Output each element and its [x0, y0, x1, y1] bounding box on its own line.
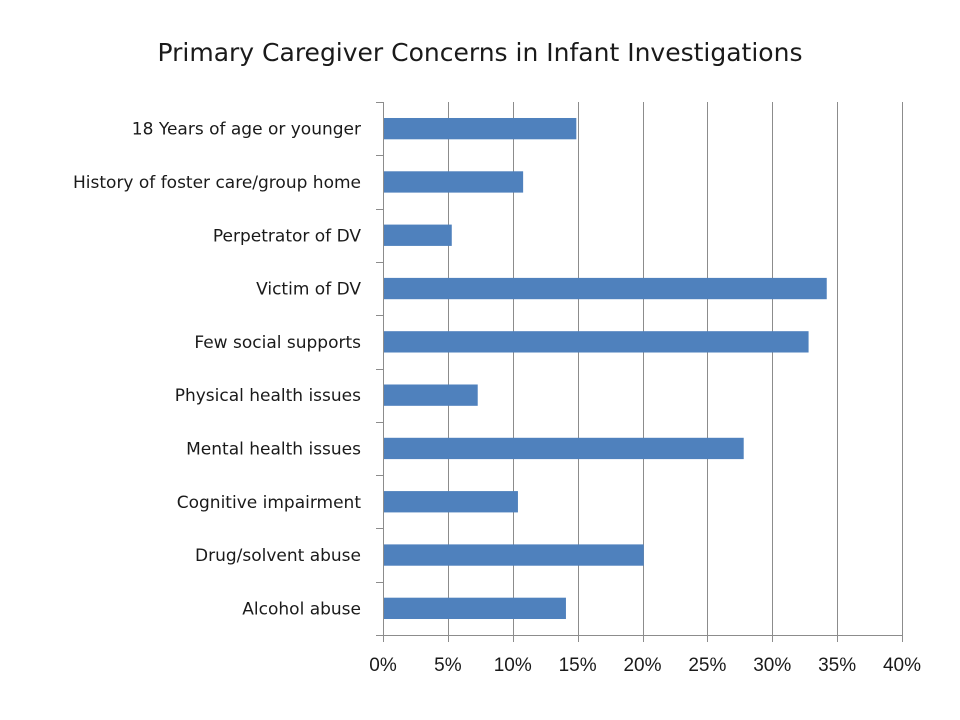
- bar: [384, 491, 518, 513]
- category-label: Few social supports: [194, 333, 361, 353]
- bar: [384, 117, 577, 140]
- bar: [384, 224, 452, 246]
- category-label: Alcohol abuse: [242, 599, 361, 619]
- category-label: Perpetrator of DV: [213, 226, 361, 246]
- x-tick-label: 35%: [818, 655, 856, 676]
- x-tick-label: 40%: [883, 655, 921, 676]
- category-label: Mental health issues: [186, 439, 361, 459]
- x-tick-label: 25%: [688, 655, 726, 676]
- category-label: Physical health issues: [175, 386, 361, 406]
- bar: [384, 171, 524, 193]
- x-tick-label: 30%: [753, 655, 791, 676]
- bar: [384, 331, 809, 353]
- chart-title: Primary Caregiver Concerns in Infant Inv…: [157, 38, 803, 67]
- category-label: 18 Years of age or younger: [132, 120, 361, 140]
- bar: [384, 597, 566, 620]
- category-label: Drug/solvent abuse: [195, 546, 361, 566]
- bar: [384, 544, 644, 566]
- bar: [384, 384, 478, 406]
- x-tick-label: 15%: [559, 655, 597, 676]
- x-tick-label: 20%: [623, 655, 661, 676]
- bar: [384, 437, 744, 460]
- x-tick-label: 5%: [434, 655, 462, 676]
- category-label: History of foster care/group home: [73, 173, 361, 193]
- category-label: Cognitive impairment: [177, 493, 362, 513]
- category-label: Victim of DV: [256, 280, 361, 300]
- x-tick-label: 10%: [494, 655, 532, 676]
- x-tick-label: 0%: [369, 655, 397, 676]
- bar: [384, 277, 827, 300]
